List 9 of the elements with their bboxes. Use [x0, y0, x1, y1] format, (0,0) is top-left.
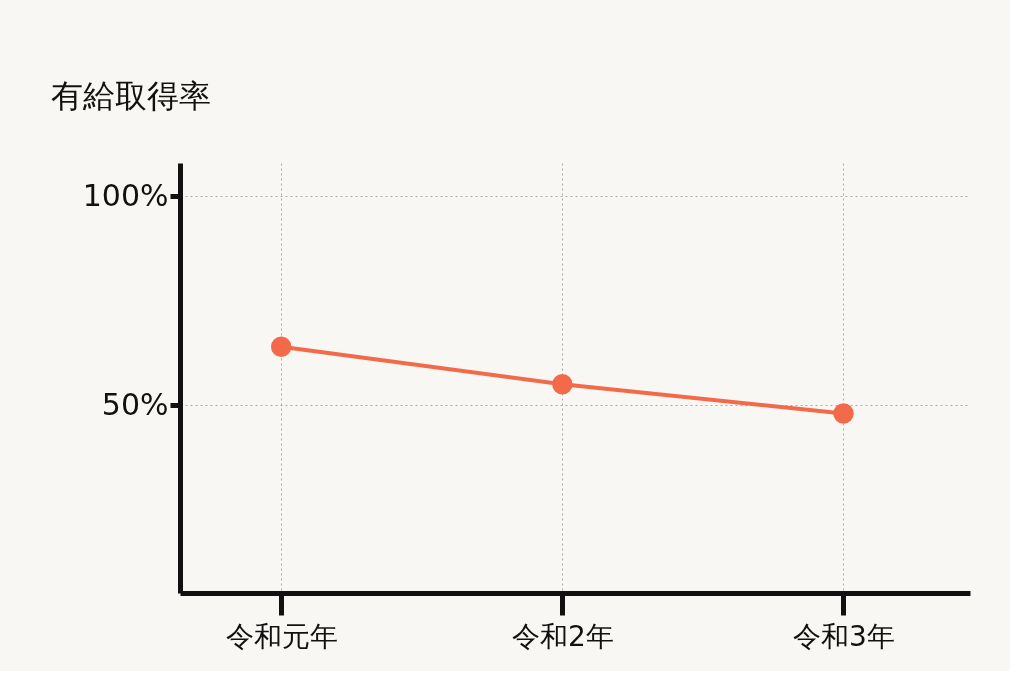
x-tick-label: 令和3年	[793, 619, 895, 653]
y-tick-label: 50%	[101, 386, 169, 422]
point	[833, 403, 854, 424]
y-axis-title: 有給取得率	[50, 76, 211, 115]
y-tick-label: 100%	[82, 177, 169, 213]
point	[552, 374, 573, 395]
x-tick-label: 令和元年	[225, 619, 338, 653]
point	[270, 336, 292, 357]
x-tick-label: 令和2年	[511, 619, 614, 653]
